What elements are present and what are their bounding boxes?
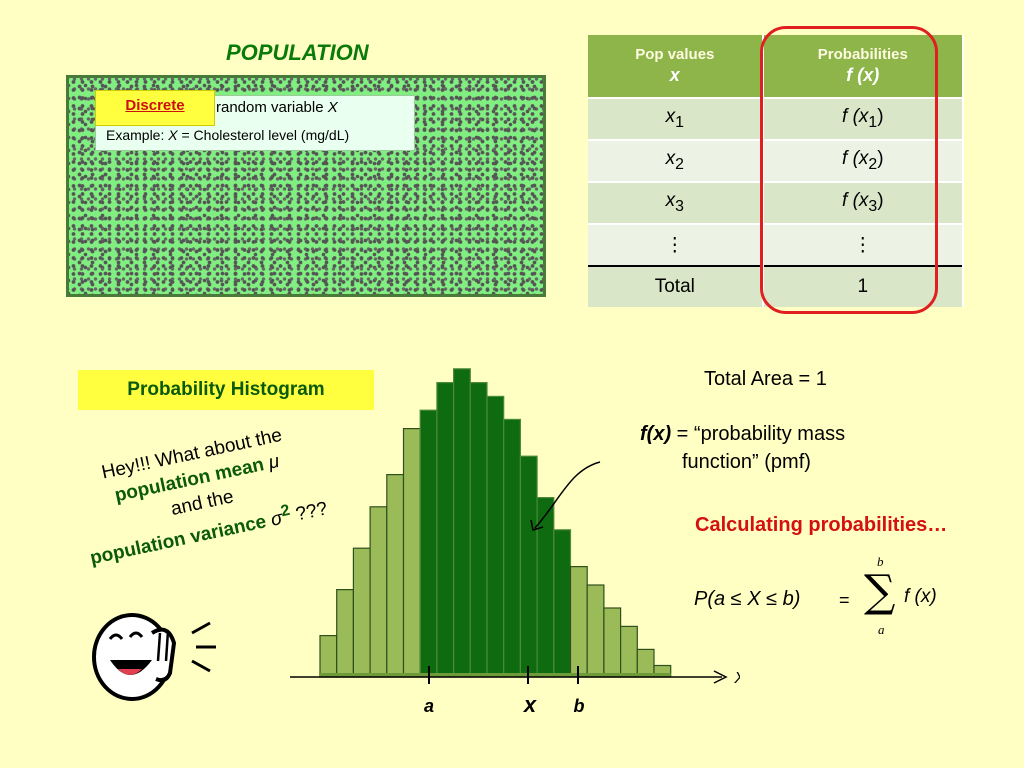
label-a: a	[424, 696, 434, 716]
histogram-bar	[469, 381, 488, 678]
histogram-bar	[569, 566, 588, 678]
probability-formula: P(a ≤ X ≤ b) = b ∑ a f (x)	[694, 554, 954, 638]
probability-table: Pop values x Probabilities f (x) x1 f (x…	[588, 35, 965, 307]
histogram-bar	[436, 381, 455, 678]
probabilities-highlight-box	[760, 26, 938, 314]
table-row: ⋮ ⋮	[588, 223, 965, 266]
shouting-face-icon	[92, 613, 216, 701]
formula-lhs: P(a ≤ X ≤ b)	[694, 588, 801, 610]
x-axis-arrow-icon	[713, 670, 728, 684]
example-symbol: X	[168, 127, 178, 143]
histogram-bar	[636, 648, 655, 678]
histogram-bar	[553, 529, 572, 678]
histogram-bar	[503, 418, 521, 678]
population-title: POPULATION	[226, 40, 369, 65]
random-variable-text: random variable	[216, 99, 324, 116]
label-x: x	[523, 692, 537, 717]
histogram-bar	[586, 584, 605, 678]
table-row: x3 f (x3)	[588, 181, 965, 224]
histogram-bar	[486, 395, 505, 678]
histogram-bar	[369, 506, 388, 678]
histogram-bar	[352, 547, 371, 678]
label-b: b	[574, 696, 585, 716]
histogram-bar	[620, 625, 638, 678]
sum-lower: a	[878, 622, 885, 637]
total-area-text: Total Area = 1	[704, 368, 827, 390]
histogram-bar	[419, 409, 438, 678]
x-axis-label: X	[733, 670, 740, 687]
calculating-probabilities-heading: Calculating probabilities…	[695, 514, 948, 536]
total-label: Total	[588, 265, 764, 307]
header-pop-values: Pop values x	[588, 35, 764, 98]
header-pop-var: x	[669, 65, 680, 85]
histogram-bar	[536, 497, 555, 678]
histogram-bar	[336, 589, 355, 678]
header-prob-expr: f (x)	[846, 65, 880, 85]
pmf-pointer-arrow-icon	[530, 519, 544, 531]
example-line: Example: X = Cholesterol level (mg/dL)	[106, 127, 349, 143]
probability-histogram: X a x b	[290, 368, 740, 717]
header-probabilities: Probabilities f (x)	[762, 35, 965, 98]
histogram-baseline	[320, 673, 671, 677]
pmf-definition: f(x) = “probability mass function” (pmf)	[640, 420, 845, 476]
pmf-symbol: f(x)	[640, 423, 672, 445]
random-variable-line: random variable X	[216, 99, 338, 116]
random-variable-symbol: X	[327, 99, 338, 116]
sum-upper: b	[877, 554, 884, 569]
pmf-line2: function” (pmf)	[682, 451, 811, 473]
histogram-bar	[386, 473, 405, 678]
histogram-bar	[519, 455, 538, 678]
probability-histogram-label: Probability Histogram	[78, 370, 374, 410]
random-variable-box: random variable X Example: X = Cholester…	[95, 95, 415, 151]
histogram-bar	[603, 607, 622, 678]
example-label: Example:	[106, 127, 165, 143]
pmf-eq: = “probability mass	[676, 423, 846, 445]
pmf-pointer-curve	[534, 461, 601, 529]
example-text: = Cholesterol level (mg/dL)	[181, 127, 350, 143]
histogram-bar	[453, 368, 471, 678]
table-row: x2 f (x2)	[588, 139, 965, 182]
formula-rhs: f (x)	[904, 586, 937, 607]
discrete-badge: Discrete	[95, 90, 215, 126]
formula-eq: =	[839, 590, 850, 610]
histogram-bar	[319, 635, 338, 678]
histogram-bar	[402, 427, 421, 678]
summation-icon: ∑	[864, 566, 896, 617]
mu-symbol: μ	[266, 450, 282, 474]
